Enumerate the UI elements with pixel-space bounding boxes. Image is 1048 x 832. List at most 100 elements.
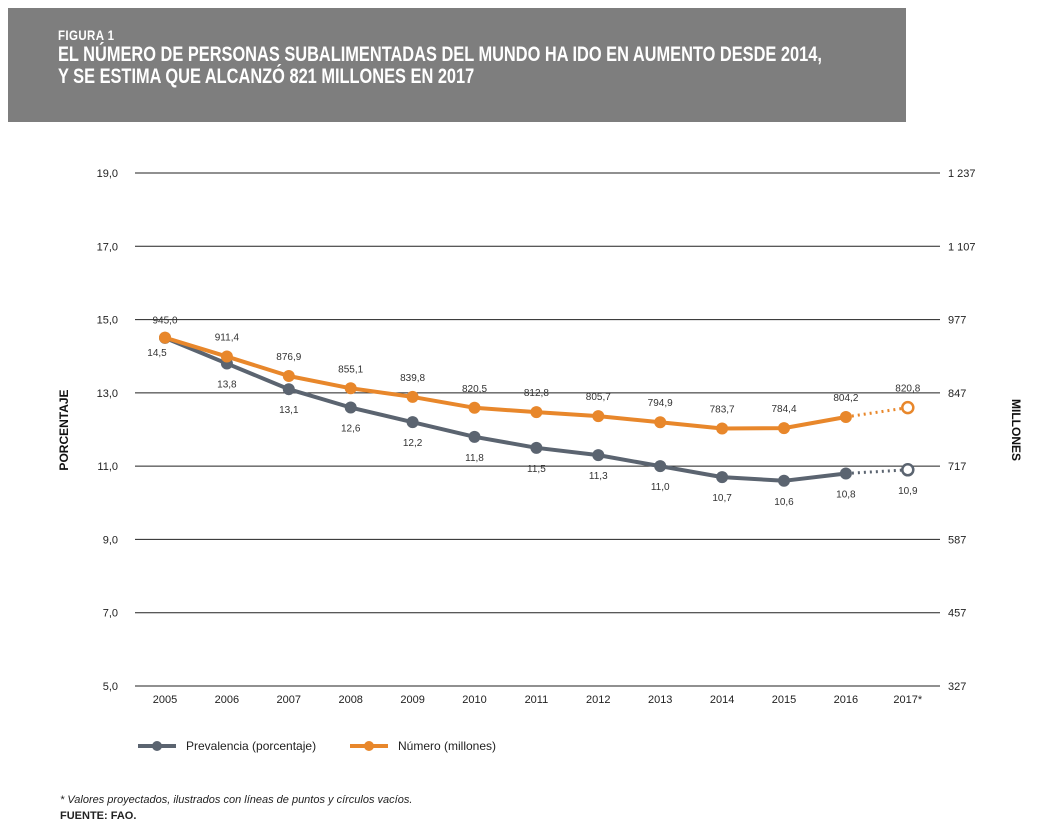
legend-prevalence-label: Prevalencia (porcentaje) [186, 739, 316, 753]
x-tick-label: 2014 [710, 694, 734, 706]
right-tick-label: 1 107 [948, 241, 976, 253]
legend-number-marker [364, 741, 374, 751]
left-tick-label: 9,0 [103, 534, 118, 546]
prevalence-point [468, 430, 481, 443]
number-data-label: 839,8 [400, 373, 425, 384]
y-axis-left-title: PORCENTAJE [57, 389, 71, 470]
right-tick-label: 977 [948, 315, 966, 327]
x-tick-label: 2016 [834, 694, 858, 706]
left-tick-label: 11,0 [97, 461, 118, 473]
x-tick-label: 2006 [215, 694, 239, 706]
source-note: FUENTE: FAO. [60, 810, 137, 822]
prevalence-projected-line [845, 468, 908, 475]
number-point [592, 410, 605, 423]
number-data-label: 820,8 [895, 384, 920, 395]
prevalence-data-label: 10,6 [774, 497, 794, 508]
prevalence-point [530, 441, 543, 454]
prevalence-line [164, 336, 847, 483]
x-tick-label: 2010 [462, 694, 486, 706]
number-point [282, 370, 295, 383]
prevalence-data-label: 11,5 [527, 464, 546, 475]
right-tick-label: 717 [948, 461, 966, 473]
title-banner: FIGURA 1 EL NÚMERO DE PERSONAS SUBALIMEN… [8, 8, 906, 122]
legend: Prevalencia (porcentaje) Número (millones… [138, 739, 496, 753]
right-tick-label: 457 [948, 608, 966, 620]
prevalence-data-label: 11,8 [465, 453, 484, 464]
number-point [530, 406, 543, 419]
x-tick-label: 2011 [525, 694, 549, 706]
data-labels: 14,5 13,8 13,1 12,6 12,2 11,8 11,5 11,3 11,0 10,7… [147, 316, 920, 508]
prevalence-data-label: 14,5 [147, 348, 167, 359]
prevalence-data-label: 11,3 [589, 471, 608, 482]
prevalence-projected-point [901, 463, 915, 477]
prevalence-data-label: 12,2 [403, 438, 423, 449]
prevalence-data-label: 12,6 [341, 424, 361, 435]
y-axis-right-title: MILLONES [1009, 399, 1023, 461]
right-tick-label: 587 [948, 534, 966, 546]
prevalence-point [839, 467, 852, 480]
left-tick-label: 19,0 [97, 168, 118, 180]
prevalence-point [592, 449, 605, 462]
number-point [159, 331, 171, 344]
x-tick-label: 2008 [338, 694, 362, 706]
number-data-label: 876,9 [276, 352, 301, 363]
prevalence-data-label: 13,8 [217, 380, 237, 391]
prevalence-point [406, 416, 419, 429]
prevalence-data-label: 11,0 [651, 482, 670, 493]
prevalence-point [282, 383, 295, 396]
number-point [654, 416, 667, 429]
number-data-label: 784,4 [771, 404, 796, 415]
number-data-label: 783,7 [710, 405, 735, 416]
number-projected-line [845, 406, 909, 419]
number-data-label: 794,9 [648, 398, 673, 409]
chart-title-line-1: EL NÚMERO DE PERSONAS SUBALIMENTADAS DEL… [58, 43, 822, 66]
prevalence-data-label: 10,7 [712, 493, 732, 504]
number-data-label: 855,1 [338, 364, 363, 375]
x-tick-label: 2017* [893, 694, 922, 706]
figure-label: FIGURA 1 [58, 27, 115, 43]
x-tick-label: 2012 [586, 694, 610, 706]
prevalence-data-label: 13,1 [279, 405, 299, 416]
left-tick-label: 17,0 [97, 241, 118, 253]
series-lines [159, 331, 915, 487]
prevalence-data-label: 10,9 [898, 486, 918, 497]
number-point [468, 401, 481, 414]
number-point [406, 390, 419, 403]
prevalence-point [716, 471, 729, 484]
prevalence-data-label: 10,8 [836, 489, 856, 500]
number-data-label: 945,0 [152, 316, 177, 327]
number-point [778, 422, 790, 435]
right-tick-label: 1 237 [948, 168, 976, 180]
footnote: * Valores proyectados, ilustrados con lí… [60, 794, 413, 806]
number-point [344, 382, 357, 395]
prevalence-point [654, 460, 667, 473]
prevalence-point [778, 474, 790, 487]
number-data-label: 820,5 [462, 384, 487, 395]
line-chart: 19,0 1 237 17,0 1 107 15,0 977 13,0 847 11,0 717 9… [57, 168, 1023, 753]
x-tick-label: 2007 [277, 694, 301, 706]
x-tick-label: 2013 [648, 694, 672, 706]
legend-number-label: Número (millones) [398, 739, 496, 753]
x-tick-label: 2015 [772, 694, 796, 706]
right-tick-label: 847 [948, 388, 966, 400]
number-data-label: 805,7 [586, 392, 611, 403]
left-tick-label: 13,0 [97, 388, 118, 400]
number-point [716, 422, 729, 435]
number-point [220, 350, 233, 363]
number-projected-point [901, 400, 915, 415]
grid-lines [135, 172, 940, 687]
axis-ticks: 19,0 1 237 17,0 1 107 15,0 977 13,0 847 11,0 717 9… [57, 168, 1023, 706]
chart-title-line-2: Y SE ESTIMA QUE ALCANZÓ 821 MILLONES EN … [58, 65, 475, 88]
left-tick-label: 7,0 [103, 608, 118, 620]
number-line [164, 335, 847, 431]
x-tick-label: 2009 [400, 694, 424, 706]
number-data-label: 812,8 [524, 388, 549, 399]
x-tick-label: 2005 [153, 694, 177, 706]
legend-prevalence-marker [152, 741, 162, 751]
prevalence-point [344, 401, 357, 414]
number-point [839, 410, 852, 423]
left-tick-label: 5,0 [103, 681, 118, 693]
number-data-label: 911,4 [215, 333, 240, 344]
number-data-label: 804,2 [833, 393, 858, 404]
left-tick-label: 15,0 [97, 315, 118, 327]
